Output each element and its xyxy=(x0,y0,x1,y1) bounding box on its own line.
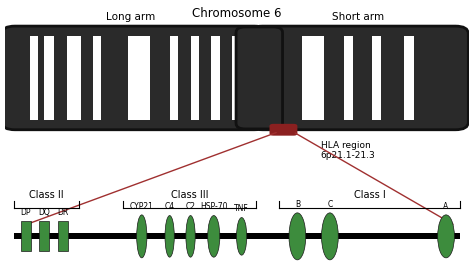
FancyBboxPatch shape xyxy=(232,36,241,119)
Text: DQ: DQ xyxy=(38,208,50,217)
FancyBboxPatch shape xyxy=(404,36,413,119)
FancyBboxPatch shape xyxy=(211,36,220,119)
FancyBboxPatch shape xyxy=(236,29,282,127)
FancyBboxPatch shape xyxy=(30,36,38,119)
Text: Class III: Class III xyxy=(171,190,208,200)
Text: Long arm: Long arm xyxy=(106,12,155,22)
Text: HLA region
6p21.1-21.3: HLA region 6p21.1-21.3 xyxy=(320,141,375,161)
Text: HSP-70: HSP-70 xyxy=(200,202,228,211)
Ellipse shape xyxy=(438,215,455,258)
FancyBboxPatch shape xyxy=(302,36,324,119)
Ellipse shape xyxy=(137,215,147,258)
Text: Short arm: Short arm xyxy=(332,12,384,22)
Text: DP: DP xyxy=(20,208,31,217)
FancyBboxPatch shape xyxy=(67,36,82,119)
Text: Class I: Class I xyxy=(354,190,385,200)
Ellipse shape xyxy=(237,218,247,255)
FancyBboxPatch shape xyxy=(93,36,101,119)
FancyBboxPatch shape xyxy=(128,36,150,119)
FancyBboxPatch shape xyxy=(249,26,468,130)
Ellipse shape xyxy=(321,213,338,260)
FancyBboxPatch shape xyxy=(270,124,297,136)
Ellipse shape xyxy=(289,213,306,260)
FancyBboxPatch shape xyxy=(58,221,68,251)
FancyBboxPatch shape xyxy=(344,36,353,119)
Text: A: A xyxy=(443,202,449,211)
Text: Class II: Class II xyxy=(29,190,64,200)
FancyBboxPatch shape xyxy=(372,36,381,119)
Text: CYP21: CYP21 xyxy=(130,202,154,211)
Text: C2: C2 xyxy=(185,202,196,211)
FancyBboxPatch shape xyxy=(2,26,267,130)
FancyBboxPatch shape xyxy=(44,36,54,119)
Text: C: C xyxy=(327,199,333,209)
Text: DR: DR xyxy=(57,208,68,217)
FancyBboxPatch shape xyxy=(170,36,178,119)
Text: Chromosome 6: Chromosome 6 xyxy=(192,7,282,20)
FancyBboxPatch shape xyxy=(191,36,199,119)
FancyBboxPatch shape xyxy=(14,233,460,239)
FancyBboxPatch shape xyxy=(236,27,283,129)
FancyBboxPatch shape xyxy=(39,221,49,251)
FancyBboxPatch shape xyxy=(20,221,31,251)
Ellipse shape xyxy=(165,216,174,257)
Text: C4: C4 xyxy=(164,202,175,211)
Ellipse shape xyxy=(186,216,195,257)
Ellipse shape xyxy=(208,216,220,257)
Text: B: B xyxy=(295,199,300,209)
Text: TNF: TNF xyxy=(234,204,249,213)
